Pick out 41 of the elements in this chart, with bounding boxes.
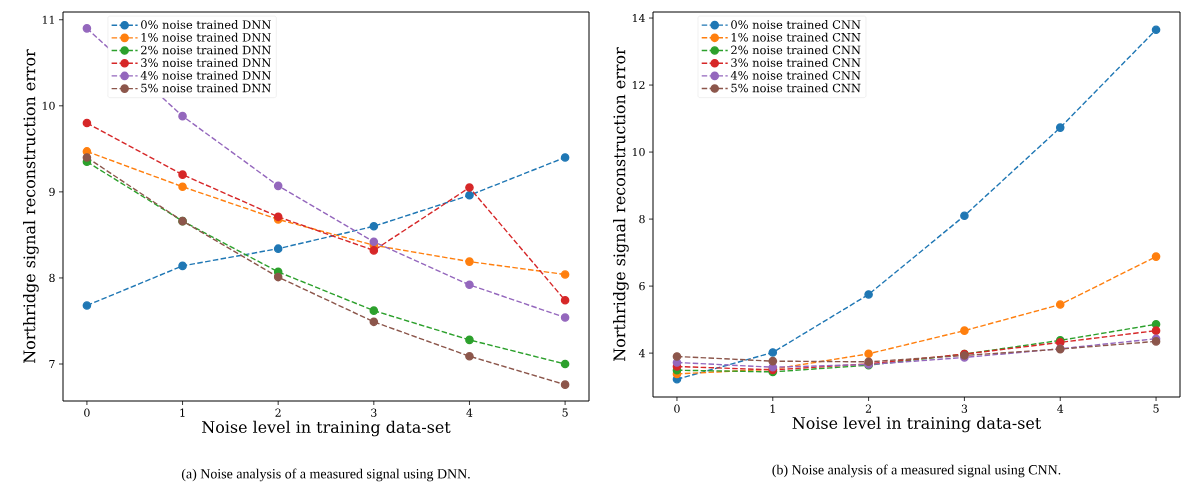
y-tick-label: 9 xyxy=(49,187,55,197)
legend-label: 1% noise trained CNN xyxy=(731,32,861,42)
y-tick-label: 14 xyxy=(632,13,645,23)
x-axis-title: Noise level in training data-set xyxy=(792,416,1042,433)
legend-label: 4% noise trained DNN xyxy=(140,70,271,80)
y-tick-label: 12 xyxy=(632,80,645,90)
text: (b) Noise analysis of a measured signal using CNN. xyxy=(772,464,1061,478)
legend-label: 0% noise trained CNN xyxy=(731,20,861,29)
x-tick-label: 3 xyxy=(961,404,968,413)
legend-label: 5% noise trained CNN xyxy=(731,83,861,93)
y-tick-label: 6 xyxy=(639,281,645,291)
x-tick-label: 0 xyxy=(84,408,90,417)
x-axis-title: Noise level in training data-set xyxy=(202,420,451,437)
x-tick-label: 1 xyxy=(770,404,775,413)
x-tick-label: 4 xyxy=(466,408,473,417)
y-tick-label: 10 xyxy=(42,101,55,110)
x-tick-label: 4 xyxy=(1057,404,1064,413)
legend-label: 2% noise trained CNN xyxy=(731,45,861,55)
y-axis-title: Northridge signal reconstruction error xyxy=(613,47,629,361)
x-tick-label: 2 xyxy=(275,408,281,417)
y-tick-label: 7 xyxy=(49,360,55,368)
legend-label: 4% noise trained CNN xyxy=(730,70,861,80)
x-tick-label: 3 xyxy=(371,408,377,417)
y-tick-label: 8 xyxy=(639,214,645,224)
legend-label: 2% noise trained DNN xyxy=(141,45,271,55)
legend-label: 1% noise trained DNN xyxy=(141,32,271,42)
y-tick-label: 8 xyxy=(49,273,55,283)
y-axis-title: Northridge signal reconstruction error xyxy=(23,49,39,363)
y-tick-label: 11 xyxy=(42,15,54,24)
y-tick-label: 4 xyxy=(638,349,645,358)
x-tick-label: 2 xyxy=(865,404,871,413)
x-tick-label: 0 xyxy=(674,404,680,413)
x-tick-label: 5 xyxy=(562,408,568,417)
y-tick-label: 10 xyxy=(632,147,645,157)
legend-label: 0% noise trained DNN xyxy=(141,20,271,29)
legend-label: 3% noise trained CNN xyxy=(731,58,861,67)
text: (a) Noise analysis of a measured signal using DNN. xyxy=(181,468,470,482)
legend-label: 5% noise trained DNN xyxy=(141,83,271,93)
legend-label: 3% noise trained DNN xyxy=(141,58,271,67)
x-tick-label: 5 xyxy=(1153,404,1159,413)
x-tick-label: 1 xyxy=(180,408,185,417)
